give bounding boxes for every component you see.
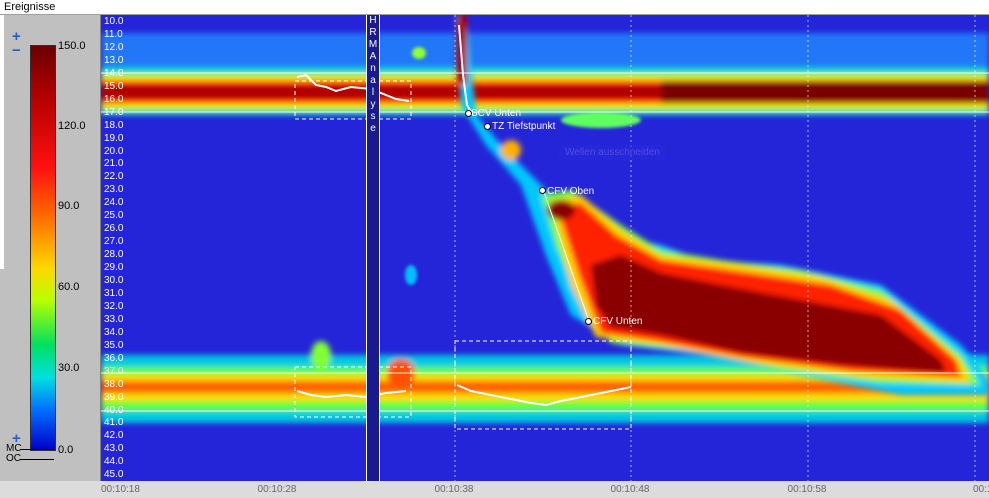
y-tick-label: 43.0 [104,443,124,455]
y-tick-label: 29.0 [104,262,124,274]
y-tick-label: 15.0 [104,80,124,92]
y-tick-label: 28.0 [104,249,124,261]
y-tick-label: 38.0 [104,378,124,390]
y-tick-label: 20.0 [104,145,124,157]
marker-scv-unten[interactable]: SCV Unten [471,108,522,119]
y-tick-label: 35.0 [104,339,124,351]
x-axis: 00:10:18 00:10:28 00:10:38 00:10:48 00:1… [101,481,989,498]
add-marker-icon[interactable]: + [12,430,21,447]
y-tick-label: 14.0 [104,67,124,79]
spectrogram-plot[interactable]: H R M A n a l y s e 10.0 11.0 12.0 13.0 14.0… [101,15,989,481]
y-tick-label: 37.0 [104,365,124,377]
y-tick-label: 16.0 [104,93,124,105]
marker-point[interactable] [539,187,546,194]
y-tick-label: 36.0 [104,352,124,364]
colorbar-tick: 60.0 [58,281,80,293]
y-tick-label: 41.0 [104,417,124,429]
y-tick-label: 42.0 [104,430,124,442]
oc-label[interactable]: OC [6,453,21,464]
y-tick-label: 17.0 [104,106,124,118]
x-tick-label: 00:10:48 [610,484,650,495]
y-tick-label: 19.0 [104,132,124,144]
y-tick-label: 33.0 [104,313,124,325]
y-tick-label: 31.0 [104,287,124,299]
y-tick-label: 11.0 [104,28,123,40]
ghost-hint: Wellen ausschneiden [559,145,666,160]
marker-point[interactable] [585,318,592,325]
hrm-analysis-bar: H R M A n a l y s e [366,15,380,481]
marker-cfv-oben[interactable]: CFV Oben [547,186,595,197]
x-tick-label: 00:10:58 [787,484,827,495]
colorbar-tick: 0.0 [58,444,74,456]
y-tick-label: 23.0 [104,184,124,196]
y-tick-label: 39.0 [104,391,124,403]
x-tick-label: 00:11: [973,484,989,495]
zoom-out-icon[interactable]: − [12,42,21,59]
marker-cfv-unten[interactable]: CFV Unten [593,316,643,327]
x-tick-label: 00:10:38 [434,484,474,495]
y-tick-label: 34.0 [104,326,124,338]
zoom-in-icon[interactable]: + [12,28,21,45]
color-scale-bar [30,45,56,451]
y-tick-label: 45.0 [104,469,124,481]
window-title: Ereignisse [0,0,989,15]
y-tick-label: 40.0 [104,404,124,416]
color-scale-panel: + − 150.0 120.0 90.0 60.0 30.0 0.0 + MC … [0,15,101,481]
y-tick-label: 32.0 [104,300,124,312]
y-tick-label: 30.0 [104,275,124,286]
colorbar-tick: 30.0 [58,362,80,374]
y-tick-label: 12.0 [104,41,124,53]
y-tick-label: 21.0 [104,158,124,170]
y-tick-label: 24.0 [104,197,124,209]
y-tick-label: 18.0 [104,119,124,131]
y-tick-label: 26.0 [104,223,124,235]
marker-tz-tiefstpunkt[interactable]: TZ Tiefstpunkt [492,121,556,132]
y-tick-label: 44.0 [104,456,124,468]
y-tick-label: 13.0 [104,54,124,66]
y-tick-label: 25.0 [104,210,124,222]
spectrogram-image [101,15,989,481]
colorbar-tick: 150.0 [58,40,86,52]
y-tick-label: 22.0 [104,171,124,183]
y-tick-label: 10.0 [104,16,124,27]
mc-label[interactable]: MC [6,443,22,454]
colorbar-tick: 120.0 [58,120,86,132]
y-tick-label: 27.0 [104,236,124,248]
marker-point[interactable] [484,123,491,130]
x-tick-label: 00:10:18 [101,484,140,495]
x-tick-label: 00:10:28 [257,484,297,495]
colorbar-tick: 90.0 [58,200,80,212]
marker-point[interactable] [465,110,472,117]
